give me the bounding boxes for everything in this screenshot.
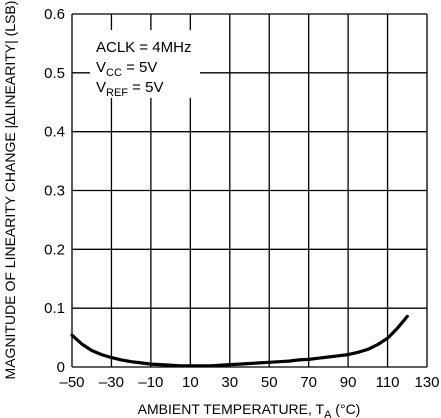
y-tick-label: 0.3 [44, 183, 65, 200]
x-axis-label: AMBIENT TEMPERATURE, TA (°C) [138, 401, 361, 418]
x-tick-label: –30 [99, 374, 124, 391]
x-tick-labels: –50 –30 –10 10 30 50 70 90 110 130 [59, 374, 439, 391]
y-tick-labels: 0 0.1 0.2 0.3 0.4 0.5 0.6 [44, 6, 65, 376]
y-tick-label: 0 [57, 359, 65, 376]
y-tick-label: 0.6 [44, 6, 65, 23]
series-line [70, 314, 409, 368]
annotation-aclk: ACLK = 4MHz [96, 39, 191, 56]
x-tick-label: 70 [300, 374, 317, 391]
annotation-vref: VREF = 5V [96, 79, 163, 99]
x-tick-label: 30 [221, 374, 238, 391]
annotation-vcc: VCC = 5V [96, 59, 157, 79]
y-tick-label: 0.5 [44, 65, 65, 82]
x-tick-label: 90 [340, 374, 357, 391]
series-group [70, 314, 409, 368]
y-tick-label: 0.4 [44, 124, 65, 141]
x-tick-label: 10 [182, 374, 199, 391]
y-tick-label: 0.2 [44, 241, 65, 258]
x-tick-label: 110 [376, 374, 400, 391]
annotation-background [90, 30, 200, 98]
x-tick-label: 50 [261, 374, 278, 391]
y-tick-label: 0.1 [44, 300, 65, 317]
y-axis-label: MAGNITUDE OF LINEARITY CHANGE |∆LINEARIT… [2, 1, 18, 380]
x-tick-label: 130 [414, 374, 439, 391]
x-tick-label: –10 [138, 374, 163, 391]
annotation-box: ACLK = 4MHz VCC = 5V VREF = 5V [90, 30, 200, 99]
x-tick-label: –50 [59, 374, 84, 391]
